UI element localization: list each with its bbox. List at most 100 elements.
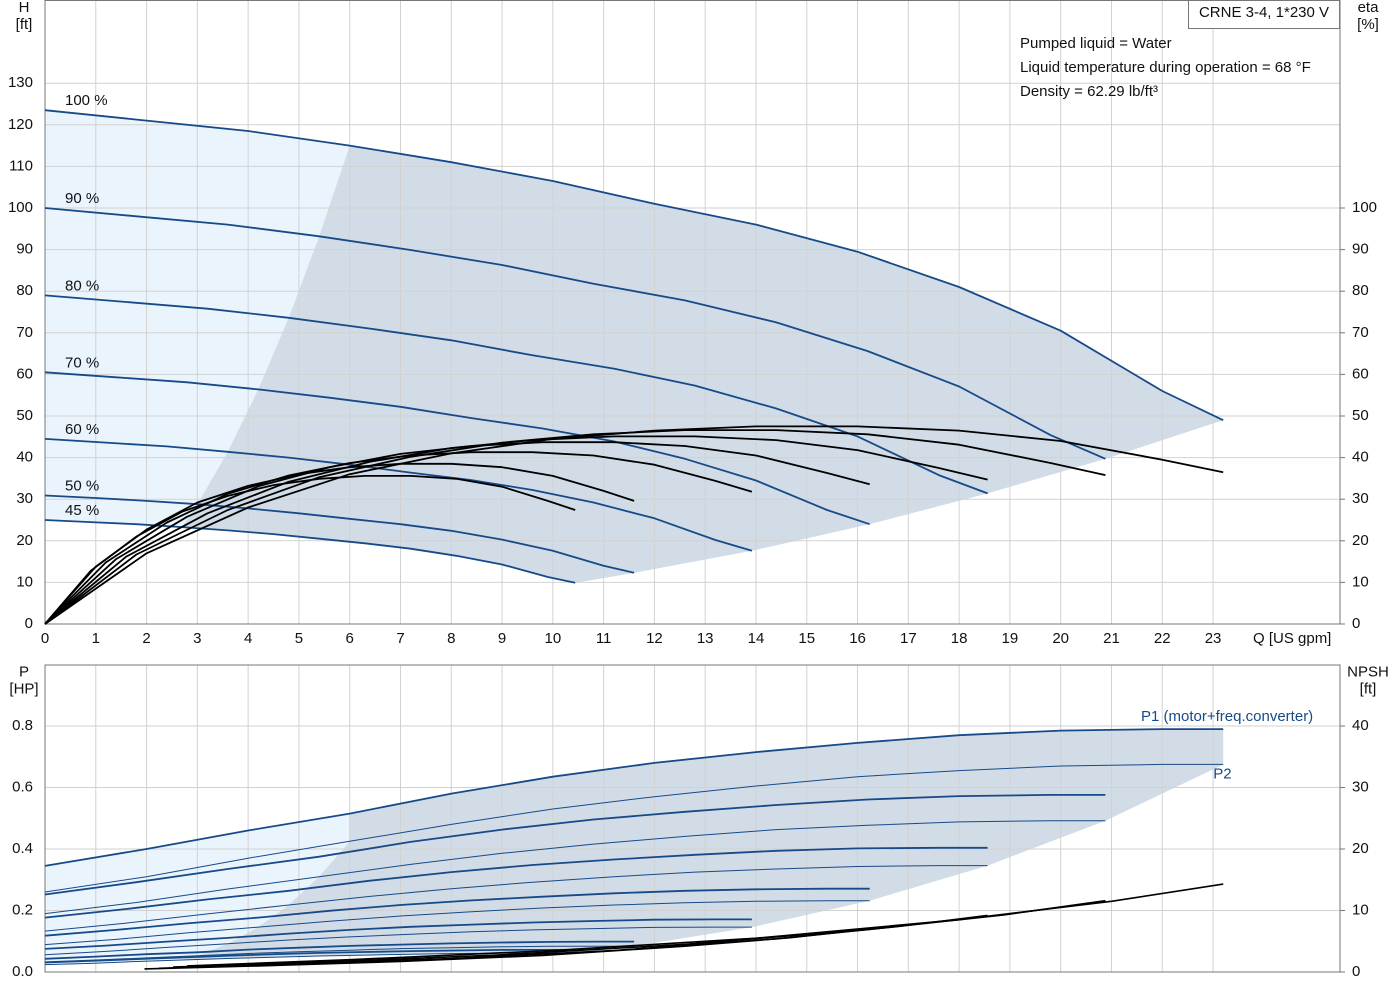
- head-curve: [44, 371, 870, 526]
- y2-tick-label: 20: [1352, 532, 1369, 549]
- x-tick-label: 15: [798, 630, 815, 647]
- p1-curve: [44, 949, 576, 964]
- x-tick-label: 13: [697, 630, 714, 647]
- x-tick-label: 19: [1002, 630, 1019, 647]
- p1-curve: [44, 846, 988, 919]
- p2-curve: [44, 926, 752, 956]
- x-tick-label: 2: [142, 630, 150, 647]
- p2-curve: [44, 763, 1224, 893]
- x-tick-label: 8: [447, 630, 455, 647]
- x-tick-label: 5: [295, 630, 303, 647]
- x-tick-label: 12: [646, 630, 663, 647]
- x-tick-label: 11: [596, 630, 612, 647]
- y2-tick-label: 80: [1352, 282, 1369, 299]
- y2-axis-unit: [%]: [1357, 16, 1379, 33]
- head-curve: [44, 519, 576, 584]
- y-tick-label: 0.4: [12, 840, 33, 857]
- plot-frame: [44, 0, 1341, 625]
- y2-tick-label: 90: [1352, 241, 1369, 258]
- y2-tick-label: 30: [1352, 490, 1369, 507]
- efficiency-curve: [44, 475, 576, 625]
- x-tick-label: 17: [900, 630, 917, 647]
- curve-label: 50 %: [65, 477, 99, 494]
- y-tick-label: 70: [16, 324, 33, 341]
- x-axis-label: Q [US gpm]: [1253, 630, 1331, 647]
- p1-curve: [44, 887, 870, 937]
- y-tick-label: 130: [8, 74, 33, 91]
- annotation: Density = 62.29 lb/ft³: [1020, 83, 1158, 100]
- y2-axis-label: NPSH: [1347, 663, 1389, 680]
- p1-curve: [44, 728, 1224, 867]
- curve-label: 45 %: [65, 502, 99, 519]
- curve-label: 100 %: [65, 92, 108, 109]
- efficiency-curve: [44, 451, 753, 625]
- y2-tick-label: 50: [1352, 407, 1369, 424]
- x-tick-label: 3: [193, 630, 201, 647]
- x-tick-label: 16: [849, 630, 866, 647]
- y-axis-unit: [ft]: [16, 16, 33, 33]
- efficiency-curve: [44, 435, 988, 625]
- x-tick-label: 0: [41, 630, 49, 647]
- y-tick-label: 30: [16, 490, 33, 507]
- x-tick-label: 18: [951, 630, 968, 647]
- curve-label: P2: [1213, 765, 1231, 782]
- y2-tick-label: 10: [1352, 901, 1369, 918]
- curve-label: 60 %: [65, 421, 99, 438]
- y-axis-label: P: [19, 663, 29, 680]
- y-tick-label: 0.6: [12, 778, 33, 795]
- y-axis-unit: [HP]: [9, 680, 38, 697]
- y-axis-label: H: [19, 0, 30, 16]
- y2-tick-label: 40: [1352, 449, 1369, 466]
- y2-tick-label: 70: [1352, 324, 1369, 341]
- y2-tick-label: 30: [1352, 778, 1369, 795]
- x-tick-label: 4: [244, 630, 252, 647]
- x-tick-label: 21: [1103, 630, 1120, 647]
- p2-curve: [44, 900, 870, 946]
- efficiency-curve: [44, 441, 870, 625]
- efficiency-curve: [44, 425, 1224, 625]
- y-tick-label: 100: [8, 199, 33, 216]
- y2-tick-label: 0: [1352, 963, 1360, 980]
- x-tick-label: 6: [346, 630, 354, 647]
- head-curve: [44, 109, 1224, 422]
- p1-curve: [44, 940, 635, 960]
- y-tick-label: 0.8: [12, 717, 33, 734]
- npsh-curve: [144, 928, 870, 970]
- x-tick-label: 20: [1052, 630, 1069, 647]
- y-tick-label: 40: [16, 449, 33, 466]
- y-tick-label: 0.2: [12, 901, 33, 918]
- x-tick-label: 23: [1205, 630, 1222, 647]
- y-tick-label: 0.0: [12, 963, 33, 980]
- y-tick-label: 50: [16, 407, 33, 424]
- y2-axis-unit: [ft]: [1360, 680, 1377, 697]
- y-tick-label: 20: [16, 532, 33, 549]
- y-tick-label: 90: [16, 241, 33, 258]
- p1-curve: [44, 918, 752, 950]
- y2-tick-label: 100: [1352, 199, 1377, 216]
- y2-tick-label: 40: [1352, 717, 1369, 734]
- p1-curve: [44, 794, 1106, 896]
- y-tick-label: 110: [9, 157, 33, 174]
- y2-tick-label: 20: [1352, 840, 1369, 857]
- chart-title: CRNE 3-4, 1*230 V: [1199, 4, 1329, 21]
- y2-tick-label: 60: [1352, 365, 1369, 382]
- head-curve: [44, 438, 753, 552]
- y-tick-label: 60: [16, 365, 33, 382]
- y-tick-label: 120: [8, 116, 33, 133]
- curve-label: 90 %: [65, 190, 99, 207]
- title-box: [1188, 0, 1340, 29]
- y-tick-label: 10: [16, 573, 33, 590]
- y2-tick-label: 0: [1352, 615, 1360, 632]
- head-curve: [44, 294, 988, 495]
- p2-curve: [44, 820, 1106, 915]
- x-tick-label: 22: [1154, 630, 1171, 647]
- y2-axis-label: eta: [1358, 0, 1380, 16]
- x-tick-label: 7: [396, 630, 404, 647]
- curve-label: 80 %: [65, 277, 99, 294]
- head-curve: [44, 494, 635, 574]
- x-tick-label: 9: [498, 630, 506, 647]
- curve-label: P1 (motor+freq.converter): [1141, 708, 1313, 725]
- efficiency-curve: [44, 462, 635, 625]
- y2-tick-label: 10: [1352, 573, 1369, 590]
